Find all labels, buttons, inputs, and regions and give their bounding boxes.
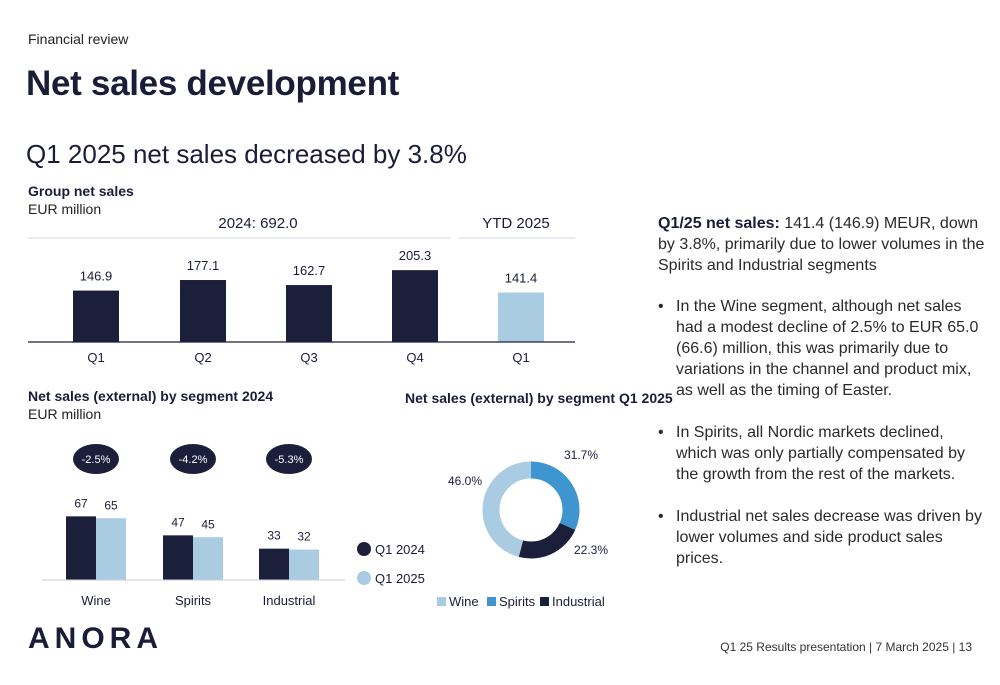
bar-value-label: 32 xyxy=(297,530,311,544)
bar-value-label: 45 xyxy=(201,517,215,531)
x-tick-label: Q3 xyxy=(300,350,317,365)
x-tick-label: Q4 xyxy=(406,350,423,365)
group-net-sales-title: Group net sales xyxy=(28,183,134,199)
slice-value-label: 31.7% xyxy=(564,448,598,462)
bar-value-label: 47 xyxy=(171,515,185,529)
legend-label: Q1 2024 xyxy=(375,542,425,557)
change-badge-label: -4.2% xyxy=(179,454,208,466)
section-label: Financial review xyxy=(28,31,129,47)
segment-q1-2025-donut: 46.0% 31.7% 22.3% Wine Spirits Industrial xyxy=(437,448,608,609)
segment-2024-chart: -2.5% 67 65 Wine -4.2% 47 45 Spirits -5.3% 33 32 In… xyxy=(42,444,425,608)
commentary-lead-text: 141.4 (146.9) MEUR, down by 3.8%, primar… xyxy=(658,215,985,274)
page-title: Net sales development xyxy=(26,64,400,103)
bar-value-label: 141.4 xyxy=(505,271,538,286)
change-badge xyxy=(73,444,119,474)
change-badge-label: -5.3% xyxy=(275,454,304,466)
donut-slice-wine xyxy=(482,461,580,559)
legend-label: Q1 2025 xyxy=(375,571,425,586)
legend-swatch xyxy=(357,571,371,585)
group-label-2024: 2024: 692.0 xyxy=(218,215,297,232)
x-tick-label: Wine xyxy=(81,593,111,608)
slice-value-label: 46.0% xyxy=(448,474,482,488)
x-tick-label: Spirits xyxy=(175,593,212,608)
bar-q1-0 xyxy=(73,290,119,342)
bullet-item: In Spirits, all Nordic markets declined,… xyxy=(658,422,988,485)
bar-spirits-q1-2024 xyxy=(163,535,193,580)
bar-value-label: 205.3 xyxy=(399,248,432,263)
x-tick-label: Q2 xyxy=(194,350,211,365)
bar-q4-3 xyxy=(392,270,438,342)
group-label-ytd: YTD 2025 xyxy=(482,215,550,232)
anora-logo: ANORA xyxy=(28,622,163,655)
legend-swatch xyxy=(357,542,371,556)
legend-swatch xyxy=(437,597,446,606)
legend-swatch xyxy=(540,597,549,606)
bullet-item: In the Wine segment, although net sales … xyxy=(658,296,988,401)
change-badge-label: -2.5% xyxy=(82,454,111,466)
page-subtitle: Q1 2025 net sales decreased by 3.8% xyxy=(26,139,467,169)
bar-q3-2 xyxy=(286,285,332,342)
bar-industrial-q1-2025 xyxy=(289,549,319,580)
slice-value-label: 22.3% xyxy=(574,543,608,557)
x-tick-label: Q1 xyxy=(512,350,529,365)
bar-spirits-q1-2025 xyxy=(193,537,223,580)
bar-industrial-q1-2024 xyxy=(259,548,289,580)
legend-label: Industrial xyxy=(552,594,605,609)
change-badge xyxy=(266,444,312,474)
bullet-item: Industrial net sales decrease was driven… xyxy=(658,506,988,569)
bar-value-label: 162.7 xyxy=(293,263,326,278)
segment-2024-title: Net sales (external) by segment 2024 xyxy=(28,388,274,404)
commentary-lead: Q1/25 net sales: 141.4 (146.9) MEUR, dow… xyxy=(658,213,988,276)
bar-wine-q1-2024 xyxy=(66,516,96,580)
change-badge xyxy=(170,444,216,474)
segment-2024-unit: EUR million xyxy=(28,406,102,422)
group-net-sales-unit: EUR million xyxy=(28,201,102,217)
bar-wine-q1-2025 xyxy=(96,518,126,580)
commentary-lead-bold: Q1/25 net sales: xyxy=(658,215,780,232)
commentary: Q1/25 net sales: 141.4 (146.9) MEUR, dow… xyxy=(658,213,988,590)
x-tick-label: Q1 xyxy=(87,350,104,365)
bar-value-label: 67 xyxy=(74,496,88,510)
bar-q1-4 xyxy=(498,292,544,342)
bar-q2-1 xyxy=(180,280,226,342)
bar-value-label: 146.9 xyxy=(80,269,113,284)
footer: Q1 25 Results presentation | 7 March 202… xyxy=(720,640,972,654)
x-tick-label: Industrial xyxy=(263,593,316,608)
bar-value-label: 33 xyxy=(267,529,281,543)
legend-label: Wine xyxy=(449,594,479,609)
group-net-sales-chart: 2024: 692.0 YTD 2025 146.9 Q1 177.1 Q2 162.7… xyxy=(28,215,575,365)
segment-q1-2025-title: Net sales (external) by segment Q1 2025 xyxy=(405,390,673,406)
bar-value-label: 177.1 xyxy=(187,258,220,273)
bar-value-label: 65 xyxy=(104,498,118,512)
donut-slice-industrial xyxy=(482,461,580,559)
legend-label: Spirits xyxy=(499,594,536,609)
legend-swatch xyxy=(487,597,496,606)
commentary-bullets: In the Wine segment, although net sales … xyxy=(658,296,988,569)
